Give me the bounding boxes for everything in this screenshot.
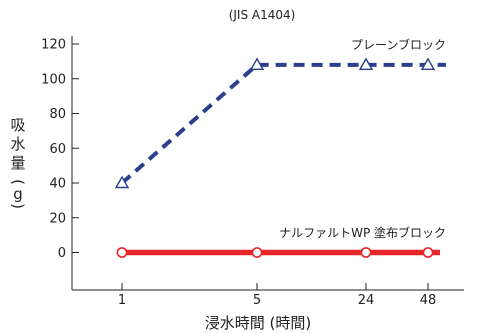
series-label-plain-block: プレーンブロック: [351, 37, 446, 52]
y-axis-title-char: 水: [10, 135, 25, 153]
y-axis-title-char: 量: [10, 154, 25, 172]
x-tick-label: 5: [253, 293, 261, 308]
data-point-triangle: [420, 57, 436, 71]
y-tick-label: 0: [58, 246, 66, 261]
chart-title: (JIS A1404): [229, 8, 296, 22]
data-point-circle: [116, 247, 128, 258]
y-tick-label: 100: [41, 72, 66, 87]
y-axis-title-char: 吸: [10, 116, 25, 134]
y-tick-label: 40: [49, 177, 66, 192]
x-tick-label: 24: [358, 293, 375, 308]
data-point-triangle: [249, 57, 265, 71]
data-point-triangle: [114, 175, 130, 189]
data-point-circle: [360, 247, 372, 258]
y-tick-label: 80: [49, 107, 66, 122]
y-tick-label: 20: [49, 211, 66, 226]
data-point-triangle: [358, 57, 374, 71]
series-label-coated-block: ナルファルトWP 塗布ブロック: [279, 225, 446, 240]
x-tick-label: 1: [118, 293, 126, 308]
x-axis-title: 浸水時間 (時間): [205, 314, 311, 332]
y-tick-label: 60: [49, 142, 66, 157]
series-plain-block-line: [120, 62, 446, 185]
y-axis-title-char: g: [13, 185, 23, 203]
x-tick-label: 48: [420, 293, 437, 308]
data-point-circle: [251, 247, 263, 258]
y-axis-title-char: ): [9, 203, 27, 209]
y-axis-title-char: (: [9, 179, 27, 185]
data-point-circle: [422, 247, 434, 258]
y-tick-label: 120: [41, 38, 66, 53]
